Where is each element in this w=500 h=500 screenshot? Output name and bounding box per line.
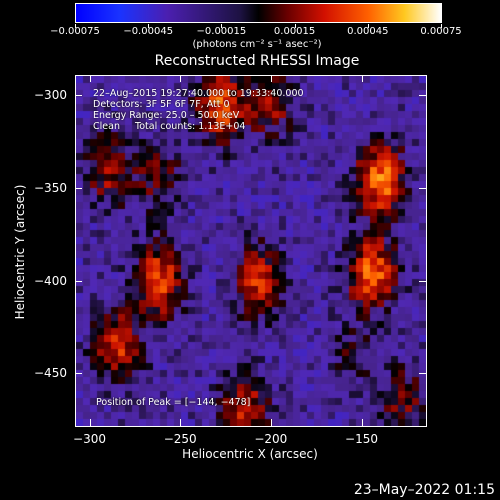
y-axis-label: Heliocentric Y (arcsec)	[13, 184, 27, 320]
x-tick-top	[180, 75, 182, 82]
colorbar-tick-label: 0.00015	[273, 26, 316, 37]
annotation-peak-position: Position of Peak = [−144, −478]	[96, 397, 251, 408]
colorbar-tick	[148, 24, 150, 28]
colorbar-tick	[75, 24, 76, 28]
x-tick-top	[270, 75, 272, 82]
annotation-energy-range: Energy Range: 25.0 – 50.0 keV	[93, 110, 240, 121]
colorbar-units-label: (photons cm⁻² s⁻¹ asec⁻²)	[192, 39, 322, 50]
x-tick-top	[361, 75, 363, 82]
colorbar-tick-label: 0.00045	[347, 26, 389, 37]
x-tick-label: −300	[73, 432, 106, 446]
colorbar-tick	[221, 24, 223, 28]
annotation-total-counts: Clean Total counts: 1.13E+04	[93, 121, 246, 132]
y-tick-right	[419, 187, 426, 189]
y-tick-right	[419, 95, 426, 97]
x-tick	[89, 419, 91, 426]
annotation-time-range: 22–Aug–2015 19:27:40.000 to 19:33:40.000	[93, 88, 304, 99]
plot-area: 22–Aug–2015 19:27:40.000 to 19:33:40.000…	[75, 75, 427, 427]
y-tick-label: −400	[34, 273, 67, 288]
x-axis-label: Heliocentric X (arcsec)	[182, 447, 318, 461]
y-tick	[75, 95, 82, 97]
colorbar-tick-label: 0.00075	[420, 26, 462, 37]
y-tick-label: −300	[34, 88, 67, 103]
annotation-detectors: Detectors: 3F 5F 6F 7F, Att 0	[93, 99, 230, 110]
y-tick	[75, 373, 82, 375]
colorbar-tick-label: −0.00045	[123, 26, 174, 37]
y-tick-label: −350	[34, 180, 67, 195]
timestamp: 23–May–2022 01:15	[353, 482, 495, 498]
heatmap-image	[76, 76, 426, 426]
colorbar-tick	[294, 24, 296, 28]
colorbar	[75, 3, 442, 23]
y-tick-right	[419, 373, 426, 375]
colorbar-tick-label: −0.00015	[196, 26, 247, 37]
chart-title: Reconstructed RHESSI Image	[154, 53, 360, 69]
colorbar-tick-label: −0.00075	[50, 26, 100, 37]
colorbar-tick	[367, 24, 369, 28]
x-tick	[180, 419, 182, 426]
x-tick-label: −200	[254, 432, 288, 446]
x-tick-top	[89, 75, 91, 82]
y-tick-right	[419, 280, 426, 282]
y-tick	[75, 280, 82, 282]
y-tick-label: −450	[34, 366, 67, 381]
x-tick-label: −150	[345, 432, 378, 446]
colorbar-tick	[441, 24, 442, 28]
x-tick	[270, 419, 272, 426]
x-tick-label: −250	[163, 432, 197, 446]
x-tick	[361, 419, 363, 426]
y-tick	[75, 187, 82, 189]
